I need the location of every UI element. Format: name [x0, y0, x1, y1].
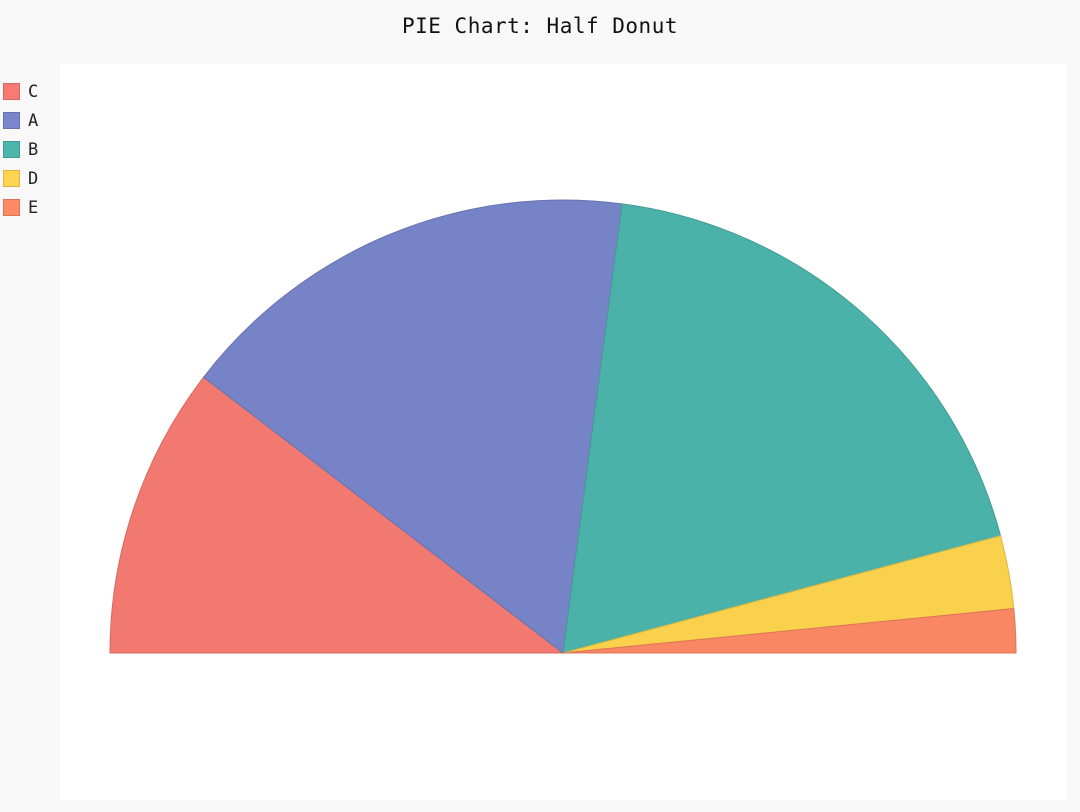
legend-swatch — [3, 112, 20, 129]
legend-swatch — [3, 170, 20, 187]
slice-edge-e — [562, 608, 1017, 654]
legend-item-b[interactable]: B — [3, 135, 38, 164]
legend-item-c[interactable]: C — [3, 77, 38, 106]
legend-swatch — [3, 141, 20, 158]
legend-swatch — [3, 83, 20, 100]
slice-c[interactable] — [109, 376, 565, 654]
slice-edge-b — [562, 203, 1002, 654]
slice-b[interactable] — [562, 203, 1002, 654]
legend-label: C — [28, 81, 39, 102]
slice-a[interactable] — [202, 199, 623, 654]
legend-item-e[interactable]: E — [3, 193, 38, 222]
legend-item-a[interactable]: A — [3, 106, 38, 135]
legend-label: E — [28, 197, 39, 218]
slice-edge-c — [109, 376, 565, 654]
legend-label: D — [28, 168, 39, 189]
slice-e[interactable] — [562, 608, 1017, 654]
legend-label: A — [28, 110, 39, 131]
legend-label: B — [28, 139, 39, 160]
chart-title: PIE Chart: Half Donut — [401, 14, 678, 38]
legend-item-d[interactable]: D — [3, 164, 38, 193]
legend-swatch — [3, 199, 20, 216]
slice-edge-a — [202, 199, 623, 654]
